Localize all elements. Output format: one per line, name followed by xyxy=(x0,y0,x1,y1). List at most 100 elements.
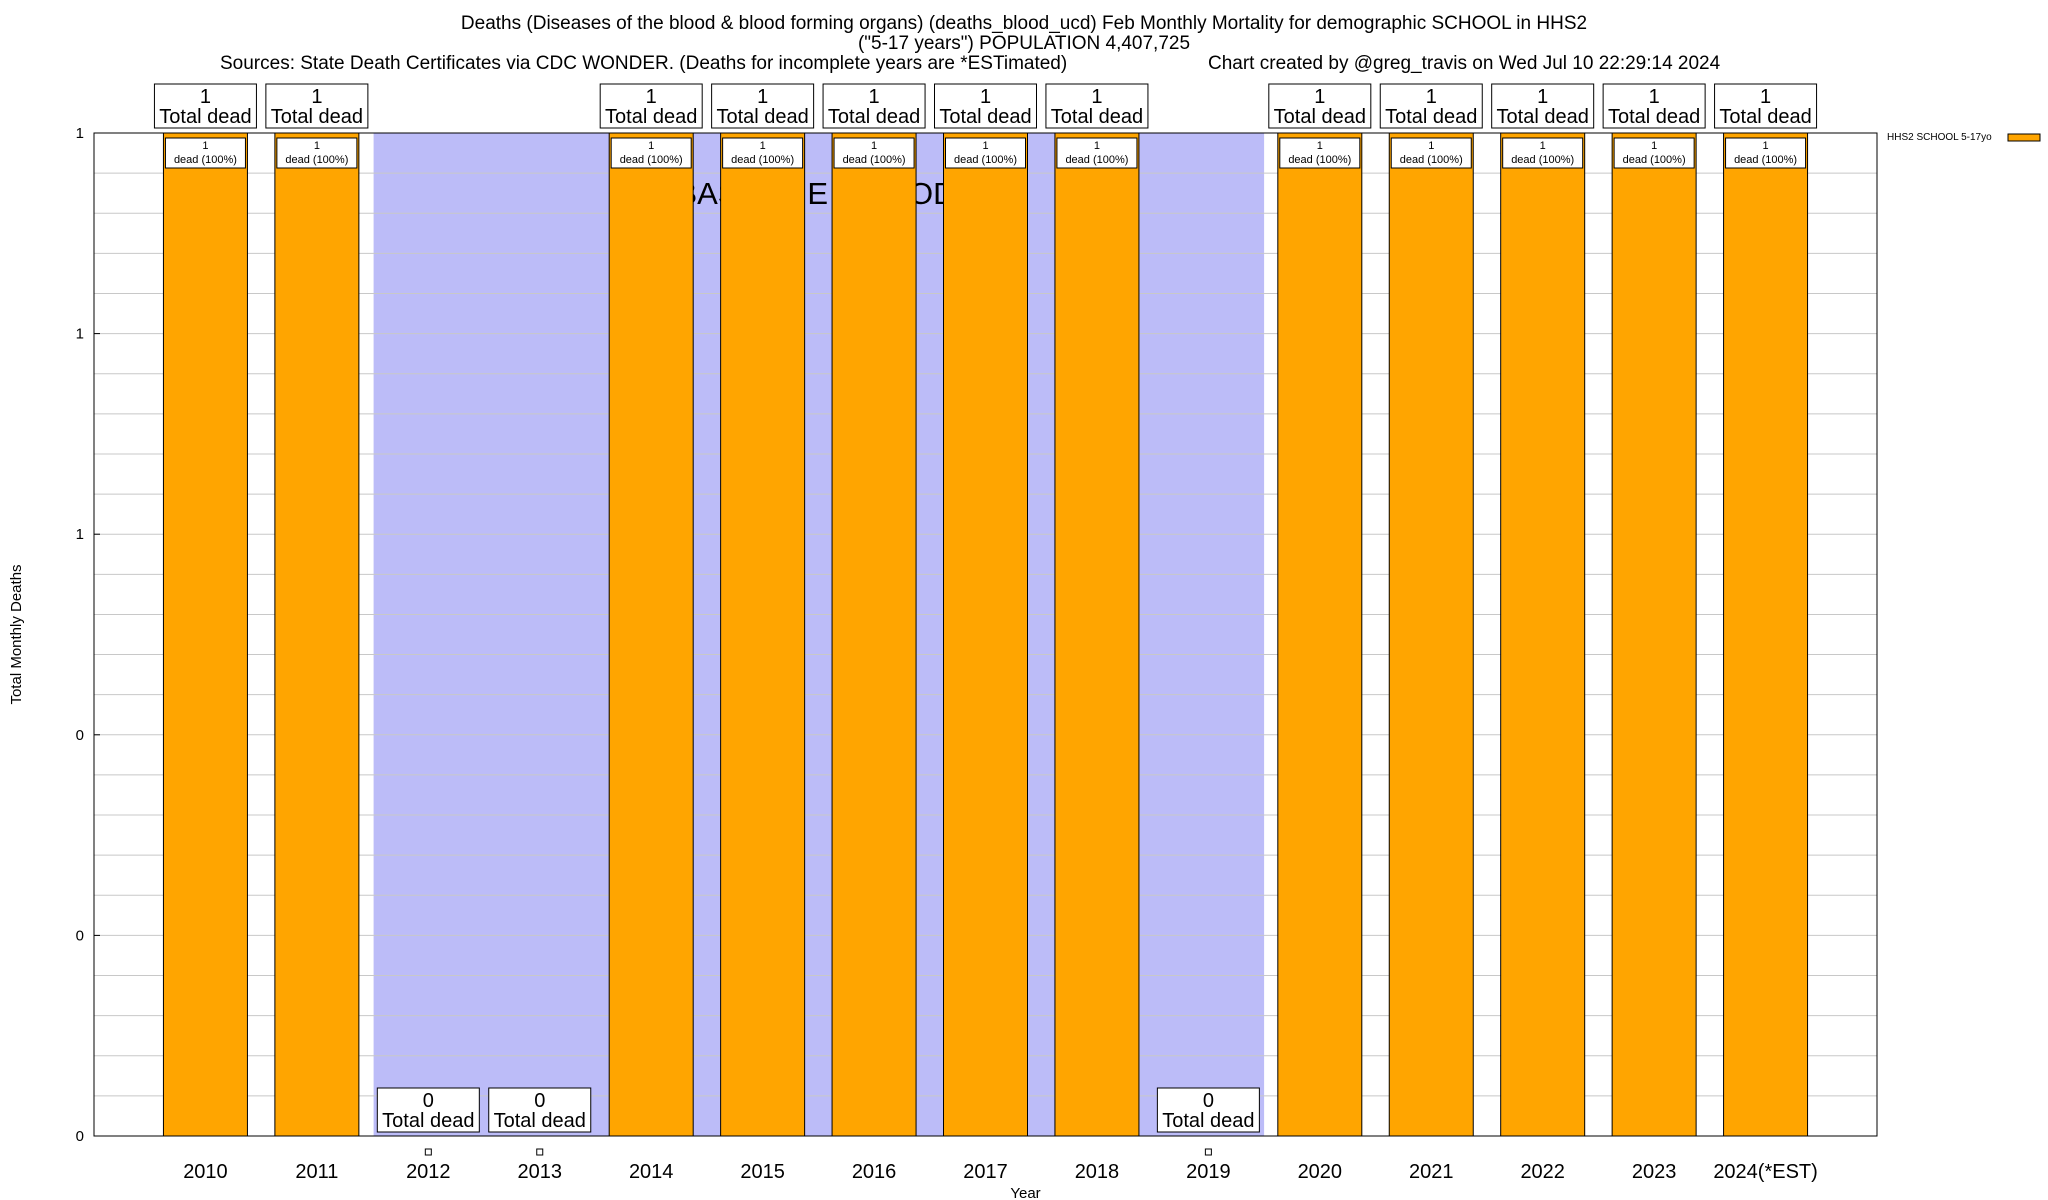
zero-marker xyxy=(424,1148,432,1156)
bar xyxy=(943,132,1028,1137)
total-dead-label: Total dead xyxy=(1274,106,1366,128)
x-tick-label: 2023 xyxy=(1632,1161,1677,1183)
pct-label-box xyxy=(833,137,915,169)
total-dead-label: Total dead xyxy=(382,1110,474,1132)
bar xyxy=(1277,132,1363,1137)
pct-label-box xyxy=(1613,137,1695,169)
y-tick-label: 1 xyxy=(76,526,84,543)
x-tick-label: 2013 xyxy=(518,1161,563,1183)
x-tick-label: 2014 xyxy=(629,1161,674,1183)
y-tick-label: 0 xyxy=(76,1128,84,1145)
total-value-label: 1 xyxy=(980,86,991,108)
total-value-label: 1 xyxy=(757,86,768,108)
bar xyxy=(274,132,360,1137)
x-tick-label: 2010 xyxy=(183,1161,228,1183)
total-value-label: 0 xyxy=(423,1090,434,1112)
pct-label-box xyxy=(1279,137,1361,169)
total-dead-label: Total dead xyxy=(1051,106,1143,128)
x-tick-label: 2021 xyxy=(1409,1161,1454,1183)
pct-count-label: 1 xyxy=(1317,140,1323,152)
bar xyxy=(1611,132,1697,1137)
pct-label-box xyxy=(164,137,246,169)
bar xyxy=(1388,132,1474,1137)
chart-subtitle: ("5-17 years") POPULATION 4,407,725 xyxy=(857,33,1191,54)
total-dead-label: Total dead xyxy=(1719,106,1811,128)
pct-dead-label: dead (100%) xyxy=(620,154,683,166)
x-tick-label: 2011 xyxy=(295,1161,338,1183)
total-value-label: 1 xyxy=(1760,86,1771,108)
y-tick-label: 0 xyxy=(76,727,84,744)
x-tick-label: 2022 xyxy=(1520,1161,1565,1183)
legend-label: HHS2 SCHOOL 5-17yo xyxy=(1887,132,1992,143)
total-value-label: 1 xyxy=(200,86,211,108)
pct-count-label: 1 xyxy=(1651,140,1657,152)
pct-label-box xyxy=(1502,137,1584,169)
pct-dead-label: dead (100%) xyxy=(1623,154,1686,166)
x-tick-label: 2020 xyxy=(1298,1161,1343,1183)
bar xyxy=(1054,132,1140,1137)
pct-count-label: 1 xyxy=(648,140,654,152)
pct-dead-label: dead (100%) xyxy=(174,154,237,166)
pct-dead-label: dead (100%) xyxy=(1288,154,1351,166)
total-dead-label: Total dead xyxy=(1608,106,1700,128)
total-dead-label: Total dead xyxy=(159,106,251,128)
pct-label-box xyxy=(276,137,358,169)
total-label-box xyxy=(822,83,926,129)
pct-label-box xyxy=(722,137,804,169)
total-label-box xyxy=(1156,1087,1260,1133)
total-dead-label: Total dead xyxy=(716,106,808,128)
x-tick-label: 2017 xyxy=(963,1161,1008,1183)
total-value-label: 1 xyxy=(1091,86,1102,108)
pct-count-label: 1 xyxy=(1540,140,1546,152)
total-label-box xyxy=(1268,83,1372,129)
pct-count-label: 1 xyxy=(982,140,988,152)
y-tick-label: 0 xyxy=(76,927,84,944)
total-label-box xyxy=(1602,83,1706,129)
total-dead-label: Total dead xyxy=(1385,106,1477,128)
bar xyxy=(831,132,917,1137)
total-label-box xyxy=(153,83,257,129)
total-dead-label: Total dead xyxy=(271,106,363,128)
total-dead-label: Total dead xyxy=(939,106,1031,128)
chart-sources: Sources: State Death Certificates via CD… xyxy=(220,53,1068,74)
x-axis-label: Year xyxy=(1010,1185,1040,1200)
pct-dead-label: dead (100%) xyxy=(285,154,348,166)
pct-dead-label: dead (100%) xyxy=(1065,154,1128,166)
bar xyxy=(720,132,806,1137)
legend-swatch xyxy=(2007,133,2041,142)
total-dead-label: Total dead xyxy=(605,106,697,128)
x-tick-label: 2024(*EST) xyxy=(1713,1161,1818,1183)
total-value-label: 1 xyxy=(1426,86,1437,108)
pct-count-label: 1 xyxy=(871,140,877,152)
bar xyxy=(162,132,248,1137)
total-label-box xyxy=(1045,83,1149,129)
total-value-label: 1 xyxy=(869,86,880,108)
pct-label-box xyxy=(1056,137,1138,169)
total-value-label: 1 xyxy=(1537,86,1548,108)
pct-count-label: 1 xyxy=(760,140,766,152)
pct-dead-label: dead (100%) xyxy=(1400,154,1463,166)
pct-count-label: 1 xyxy=(314,140,320,152)
total-value-label: 1 xyxy=(311,86,322,108)
total-value-label: 1 xyxy=(1649,86,1660,108)
pct-label-box xyxy=(610,137,692,169)
y-tick-label: 1 xyxy=(76,326,84,343)
total-value-label: 0 xyxy=(534,1090,545,1112)
x-tick-label: 2018 xyxy=(1075,1161,1120,1183)
x-tick-label: 2019 xyxy=(1186,1161,1231,1183)
total-dead-label: Total dead xyxy=(494,1110,586,1132)
total-dead-label: Total dead xyxy=(1497,106,1589,128)
total-label-box xyxy=(1491,83,1595,129)
total-label-box xyxy=(599,83,703,129)
pct-count-label: 1 xyxy=(1428,140,1434,152)
total-label-box xyxy=(265,83,369,129)
y-tick-label: 1 xyxy=(76,125,84,142)
bar xyxy=(1500,132,1586,1137)
pct-count-label: 1 xyxy=(202,140,208,152)
pct-count-label: 1 xyxy=(1094,140,1100,152)
total-label-box xyxy=(488,1087,592,1133)
pct-dead-label: dead (100%) xyxy=(1511,154,1574,166)
plot-frame xyxy=(93,132,1878,1137)
x-tick-label: 2012 xyxy=(406,1161,451,1183)
